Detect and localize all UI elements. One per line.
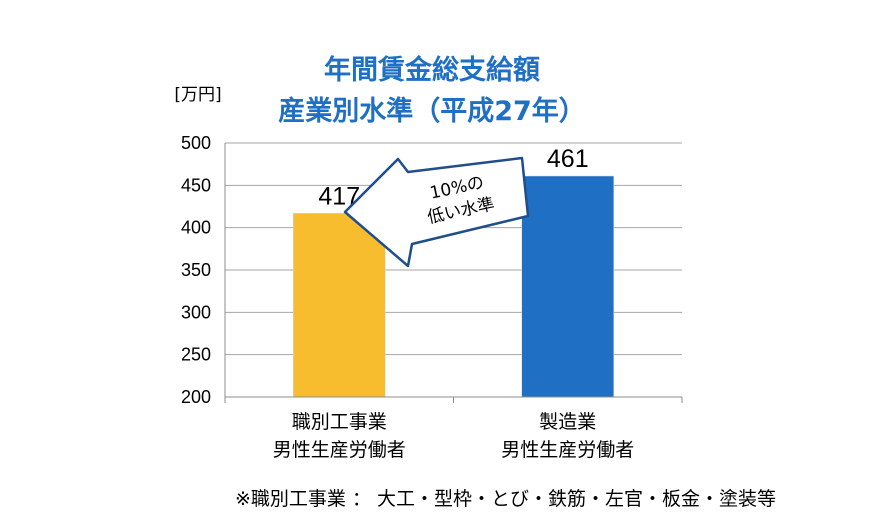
category-label: 男性生産労働者 [501, 439, 634, 461]
y-tick-labels: 200 250 300 350 400 450 500 [181, 133, 211, 407]
y-tick-label: 500 [181, 133, 211, 153]
y-tick-label: 200 [181, 387, 211, 407]
y-tick-label: 450 [181, 175, 211, 195]
category-label: 男性生産労働者 [273, 439, 406, 461]
y-unit-label: [万円] [174, 85, 221, 105]
bar [521, 175, 614, 398]
y-tick-label: 400 [181, 218, 211, 238]
y-tick-label: 300 [181, 302, 211, 322]
bars [293, 175, 614, 398]
y-tick-label: 350 [181, 260, 211, 280]
footnote: ※職別工事業 ： 大工・型枠・とび・鉄筋・左官・板金・塗装等 [235, 487, 776, 510]
chart-title-line-1: 年間賃金総支給額 [324, 54, 540, 86]
data-label: 461 [547, 145, 589, 173]
axes [224, 143, 683, 403]
category-label: 製造業 [539, 411, 596, 433]
chart-title-line-2: 産業別水準（平成27年） [278, 95, 586, 127]
bar [293, 213, 386, 398]
callout-arrow-icon [343, 156, 530, 268]
category-label: 職別工事業 [292, 411, 387, 433]
y-tick-label: 250 [181, 345, 211, 365]
callout: 10%の 低い水準 [343, 156, 530, 268]
